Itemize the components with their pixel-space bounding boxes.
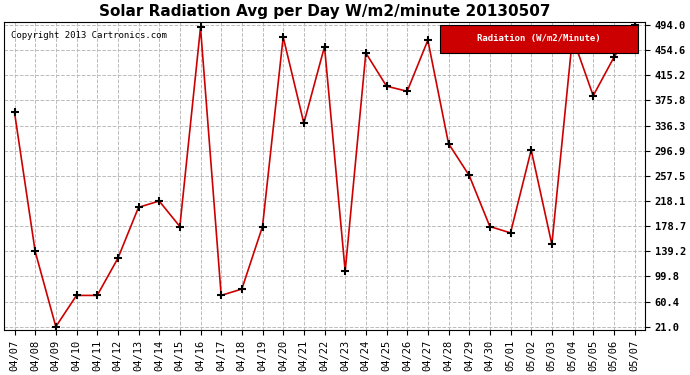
- Text: Radiation (W/m2/Minute): Radiation (W/m2/Minute): [477, 34, 601, 43]
- Title: Solar Radiation Avg per Day W/m2/minute 20130507: Solar Radiation Avg per Day W/m2/minute …: [99, 4, 550, 19]
- Text: Copyright 2013 Cartronics.com: Copyright 2013 Cartronics.com: [10, 31, 166, 40]
- FancyBboxPatch shape: [440, 25, 638, 52]
